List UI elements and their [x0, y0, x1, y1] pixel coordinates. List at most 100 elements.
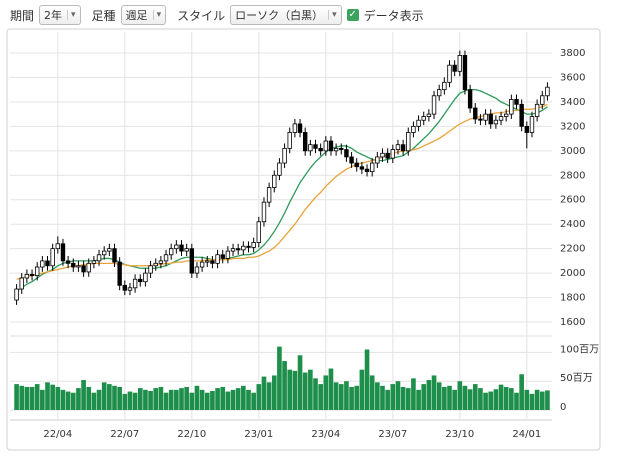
volume-bar — [168, 389, 174, 410]
period-select[interactable]: 2年 ▾ — [39, 5, 81, 25]
volume-bar — [318, 384, 323, 410]
volume-bar — [266, 382, 272, 410]
candle-body — [29, 273, 35, 276]
volume-bar — [483, 392, 488, 410]
volume-bar — [287, 369, 293, 410]
candle-body — [323, 140, 329, 152]
volume-bar — [132, 392, 138, 410]
volume-bar — [117, 386, 122, 410]
y-tick-label: 3400 — [560, 97, 585, 108]
data-checkbox[interactable]: ✓ — [346, 9, 359, 21]
x-tick-label: 22/04 — [43, 429, 72, 440]
candle-body — [457, 55, 463, 72]
candle-body — [467, 89, 473, 109]
volume-bar — [230, 389, 236, 410]
y-tick-label: 3200 — [560, 121, 585, 132]
candle-body — [503, 113, 509, 117]
volume-bar — [421, 384, 427, 410]
volume-bar — [29, 386, 35, 410]
candle-body — [117, 261, 122, 286]
candle-body — [385, 152, 390, 159]
candle-body — [168, 248, 174, 256]
candle-body — [220, 254, 225, 259]
candle-body — [101, 250, 107, 256]
candle-body — [230, 248, 236, 252]
candle-body — [40, 260, 45, 268]
candle-body — [225, 250, 231, 259]
volume-bar — [127, 391, 133, 410]
candle-body — [344, 149, 349, 158]
candle-body — [452, 64, 457, 72]
candle-body — [297, 123, 303, 133]
volume-bar — [545, 390, 550, 410]
candle-body — [71, 262, 76, 268]
candle-body — [251, 242, 256, 248]
moving-average-line — [16, 89, 548, 293]
candle-body — [519, 103, 524, 127]
volume-bar — [503, 386, 509, 410]
candle-body — [272, 174, 277, 188]
volume-bar — [122, 393, 128, 410]
x-tick-label: 23/10 — [445, 429, 474, 440]
volume-bar — [256, 384, 262, 410]
candle-body — [395, 144, 401, 150]
volume-bar — [107, 384, 112, 410]
candle-body — [416, 119, 421, 127]
x-tick-label: 23/07 — [378, 429, 407, 440]
volume-bar — [509, 388, 514, 410]
candle-body — [473, 107, 478, 120]
volume-bar — [19, 385, 25, 410]
y-tick-label: 2800 — [560, 170, 585, 181]
volume-bar — [76, 388, 81, 410]
volume-bar — [344, 381, 349, 410]
y-tick-label: 1800 — [560, 293, 585, 304]
volume-bar — [101, 382, 107, 410]
candle-body — [143, 272, 148, 283]
volume-bar — [416, 389, 421, 410]
volume-bar — [369, 375, 375, 410]
candle-body — [318, 147, 323, 152]
volume-bar — [488, 391, 494, 410]
candle-body — [431, 95, 437, 115]
candle-body — [184, 248, 189, 252]
type-select[interactable]: 週足 ▾ — [120, 5, 167, 25]
candle-body — [390, 149, 396, 159]
volume-bar — [179, 388, 184, 410]
volume-bar — [277, 346, 282, 410]
candle-body — [86, 262, 91, 273]
volume-bar — [215, 388, 220, 410]
y-tick-label: 1600 — [560, 317, 585, 328]
type-value: 週足 — [125, 9, 148, 22]
candle-body — [107, 248, 112, 252]
volume-bar — [184, 386, 189, 410]
volume-bar — [292, 370, 298, 410]
candle-body — [369, 162, 375, 173]
candle-body — [534, 103, 540, 117]
volume-bar — [40, 389, 45, 410]
candle-body — [308, 144, 313, 152]
volume-bar — [158, 386, 164, 410]
candle-body — [266, 187, 272, 203]
candle-body — [65, 260, 71, 264]
volume-bar — [96, 389, 102, 410]
volume-bar — [50, 384, 55, 410]
candle-body — [400, 144, 406, 152]
volume-bar — [442, 386, 447, 410]
volume-bar — [210, 390, 215, 410]
candle-body — [524, 125, 530, 133]
toolbar: 期間 2年 ▾ 足種 週足 ▾ スタイル ローソク（白黒） ▾ ✓ データ表示 — [10, 4, 424, 26]
volume-bar — [297, 355, 303, 410]
candle-body — [359, 166, 365, 170]
style-select[interactable]: ローソク（白黒） ▾ — [230, 5, 342, 25]
volume-bar — [529, 393, 535, 410]
style-label: スタイル — [177, 8, 226, 23]
candle-body — [498, 116, 504, 121]
volume-tick-label: 100百万 — [560, 343, 599, 355]
x-tick-label: 23/04 — [311, 429, 340, 440]
y-tick-label: 3800 — [560, 48, 585, 59]
volume-bar — [472, 384, 478, 410]
y-tick-label: 3600 — [560, 72, 585, 83]
volume-bar — [328, 368, 334, 410]
candle-body — [436, 89, 442, 97]
volume-bar — [163, 392, 169, 410]
